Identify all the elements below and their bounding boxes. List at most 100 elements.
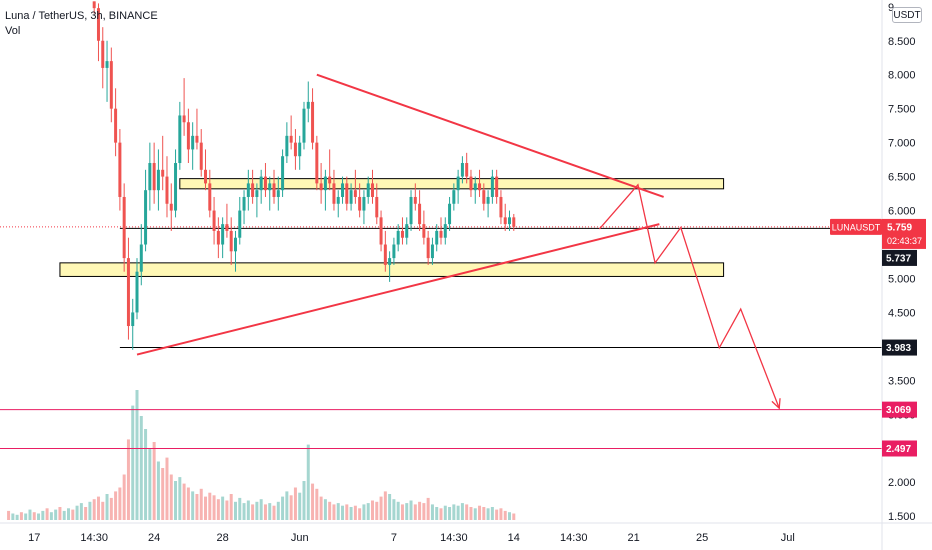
volume-bar bbox=[178, 477, 182, 520]
candle-body bbox=[396, 230, 400, 245]
volume-bar bbox=[58, 507, 62, 520]
candle-body bbox=[392, 244, 396, 259]
candle-body bbox=[495, 176, 499, 197]
candle-body bbox=[238, 210, 242, 238]
y-tick-label: 6.000 bbox=[888, 206, 916, 218]
volume-bar bbox=[24, 513, 28, 520]
candle-body bbox=[229, 230, 233, 252]
candle-body bbox=[490, 176, 494, 197]
volume-bar bbox=[336, 503, 340, 520]
volume-bar bbox=[499, 508, 503, 520]
volume-bar bbox=[465, 504, 469, 520]
volume-bar bbox=[208, 492, 212, 520]
candle-body bbox=[341, 183, 345, 197]
volume-bar bbox=[182, 483, 186, 520]
volume-bar bbox=[45, 508, 49, 520]
volume-bar bbox=[109, 497, 113, 520]
volume-bar bbox=[92, 499, 96, 520]
candle-body bbox=[161, 169, 165, 177]
volume-bar bbox=[396, 501, 400, 520]
volume-bar bbox=[306, 444, 310, 520]
x-tick-label: 14:30 bbox=[560, 532, 588, 544]
volume-bar bbox=[156, 461, 160, 520]
volume-bar bbox=[495, 509, 499, 520]
candle-body bbox=[422, 224, 426, 238]
volume-bar bbox=[281, 496, 285, 520]
volume-bar bbox=[195, 494, 199, 520]
volume-bar bbox=[400, 504, 404, 520]
candle-body bbox=[246, 183, 250, 197]
volume-bar bbox=[101, 501, 105, 520]
candle-body bbox=[512, 217, 516, 227]
volume-bar bbox=[503, 510, 507, 520]
candle-body bbox=[375, 196, 379, 218]
x-tick-label: 21 bbox=[628, 532, 640, 544]
candle-body bbox=[126, 258, 130, 327]
candle-body bbox=[122, 196, 126, 259]
candle-body bbox=[306, 101, 310, 109]
volume-bar bbox=[238, 497, 242, 520]
candle-body bbox=[289, 135, 293, 143]
volume-bar bbox=[225, 500, 229, 520]
x-tick-label: 14:30 bbox=[80, 532, 108, 544]
candle-body bbox=[486, 196, 490, 204]
candle-body bbox=[503, 217, 507, 225]
candle-body bbox=[353, 190, 357, 197]
candle-body bbox=[405, 224, 409, 238]
candle-body bbox=[293, 142, 297, 157]
price-zones bbox=[59, 178, 725, 277]
volume-bar bbox=[328, 501, 332, 520]
y-tick-label: 6.500 bbox=[888, 172, 916, 184]
volume-bar bbox=[191, 491, 195, 520]
volume-bar bbox=[75, 505, 79, 520]
volume-bar bbox=[88, 501, 92, 520]
volume-bar bbox=[418, 501, 422, 520]
candle-body bbox=[302, 108, 306, 143]
volume-bar bbox=[131, 405, 135, 520]
level-badge bbox=[882, 440, 917, 457]
candle-body bbox=[144, 190, 148, 245]
y-tick-label: 1.500 bbox=[888, 511, 916, 523]
projection-path bbox=[598, 183, 781, 410]
current-price-value: 5.759 bbox=[887, 222, 912, 233]
volume-bar bbox=[268, 503, 272, 520]
candle-body bbox=[281, 156, 285, 191]
volume-bar bbox=[426, 497, 430, 520]
volume-bar bbox=[319, 496, 323, 520]
volume-bar bbox=[135, 390, 139, 520]
volume-bar bbox=[126, 439, 130, 520]
currency-button[interactable]: USDT bbox=[892, 7, 922, 23]
candle-body bbox=[358, 196, 362, 211]
candle-body bbox=[195, 135, 199, 143]
volume-bar bbox=[251, 504, 255, 520]
volume-bar bbox=[19, 512, 23, 520]
volume-bar bbox=[413, 504, 417, 520]
volume-bar bbox=[460, 503, 464, 520]
volume-bar bbox=[62, 510, 66, 520]
price-zone bbox=[179, 178, 725, 190]
volume-bar bbox=[482, 507, 486, 520]
candle-body bbox=[148, 163, 152, 191]
candle-body bbox=[186, 122, 190, 150]
volume-bars bbox=[7, 390, 516, 520]
volume-bar bbox=[152, 442, 156, 520]
volume-bar bbox=[15, 514, 19, 520]
candle-body bbox=[96, 8, 100, 41]
volume-bar bbox=[435, 507, 439, 520]
candle-body bbox=[259, 176, 263, 191]
level-badge-label: 3.069 bbox=[886, 405, 911, 416]
volume-bar bbox=[67, 508, 71, 520]
volume-bar bbox=[259, 499, 263, 520]
volume-bar bbox=[349, 507, 353, 520]
chart-legend: Luna / TetherUS, 3h, BINANCE Vol bbox=[5, 9, 158, 39]
x-tick-label: 28 bbox=[217, 532, 229, 544]
y-tick-label: 8.500 bbox=[888, 36, 916, 48]
y-tick-label: 8.000 bbox=[888, 70, 916, 82]
x-tick-label: 24 bbox=[148, 532, 160, 544]
candle-body bbox=[409, 196, 413, 225]
volume-bar bbox=[311, 483, 315, 520]
volume-bar bbox=[298, 492, 302, 520]
level-badge bbox=[882, 339, 917, 356]
